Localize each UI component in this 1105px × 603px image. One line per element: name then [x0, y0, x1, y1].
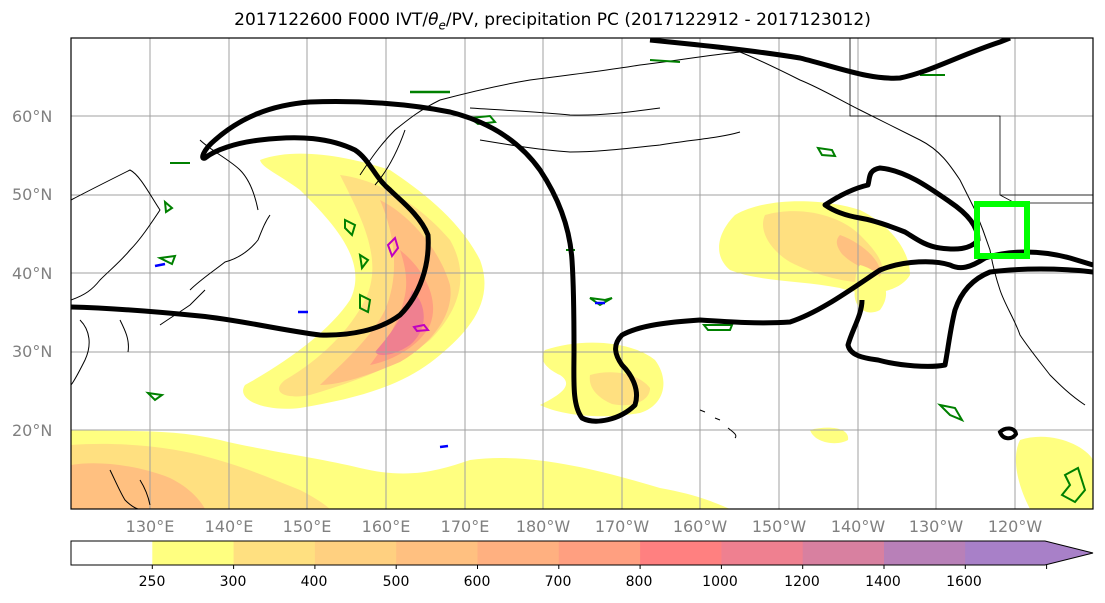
colorbar-swatch [802, 541, 885, 565]
lat-label-60n: 60°N [12, 107, 53, 126]
colorbar-label-400: 400 [300, 574, 328, 590]
target-region-box [974, 201, 1030, 259]
map-frame [70, 37, 1094, 510]
colorbar-label-800: 800 [625, 574, 653, 590]
lon-label-130e: 130°E [125, 517, 175, 536]
map-title: 2017122600 F000 IVT/θe/PV, precipitation… [234, 10, 871, 33]
lon-label-120w: 120°W [987, 517, 1043, 536]
colorbar-swatch [721, 541, 804, 565]
lat-label-30n: 30°N [12, 342, 53, 361]
lon-label-150e: 150°E [282, 517, 332, 536]
lon-label-130w: 130°W [908, 517, 964, 536]
colorbar-swatch [396, 541, 478, 565]
theta-e-small-loop [997, 426, 1019, 441]
colorbar [70, 540, 1094, 569]
high-pv-contours [386, 236, 430, 333]
theta-e-thick-contour [71, 98, 1093, 424]
lon-label-150w: 150°W [751, 517, 807, 536]
colorbar-label-300: 300 [219, 574, 247, 590]
lon-label-180w: 180°W [515, 517, 571, 536]
colorbar-swatch [477, 541, 560, 565]
negative-pv-contours [154, 262, 605, 449]
lat-label-50n: 50°N [12, 185, 53, 204]
colorbar-swatch [71, 541, 153, 565]
colorbar-label-1200: 1200 [784, 574, 820, 590]
colorbar-label-1000: 1000 [702, 574, 738, 590]
lat-label-20n: 20°N [12, 421, 53, 440]
graticule [71, 38, 1093, 509]
colorbar-swatch [233, 541, 316, 565]
colorbar-swatch [884, 541, 966, 565]
lon-label-170w: 170°W [594, 517, 650, 536]
colorbar-label-1400: 1400 [865, 574, 901, 590]
lon-label-160e: 160°E [361, 517, 411, 536]
theta-e-contours [145, 59, 1087, 504]
colorbar-label-250: 250 [138, 574, 166, 590]
theta-e-upper-contour [649, 38, 1011, 81]
colorbar-label-700: 700 [544, 574, 572, 590]
lon-label-140w: 140°W [830, 517, 886, 536]
colorbar-swatch [558, 541, 641, 565]
colorbar-extend-arrow [965, 541, 1093, 565]
colorbar-swatch [152, 541, 235, 565]
colorbar-outline [70, 540, 1094, 566]
colorbar-swatch [640, 541, 722, 565]
lon-label-140e: 140°E [204, 517, 254, 536]
colorbar-swatch [314, 541, 397, 565]
lat-label-40n: 40°N [12, 264, 53, 283]
colorbar-label-1600: 1600 [946, 574, 982, 590]
colorbar-label-500: 500 [382, 574, 410, 590]
lon-label-170e: 170°E [440, 517, 490, 536]
lon-label-160w: 160°W [672, 517, 728, 536]
colorbar-label-600: 600 [463, 574, 491, 590]
theta-e-east-contour [845, 266, 1093, 369]
